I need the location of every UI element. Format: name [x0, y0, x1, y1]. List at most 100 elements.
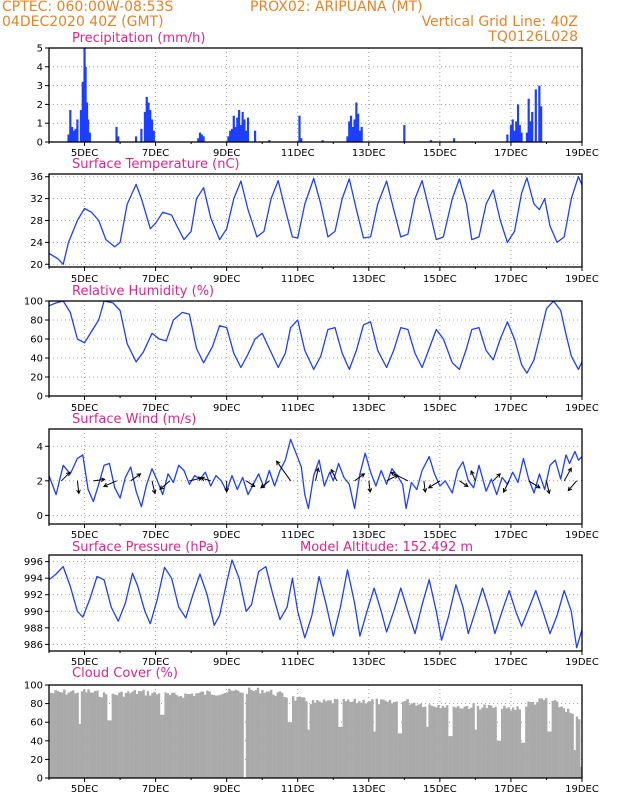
cloud-bar — [380, 699, 383, 778]
cloud-bar — [74, 693, 77, 778]
wind-arrow — [567, 480, 578, 491]
cloud-bar — [133, 690, 136, 778]
cloud-bar — [575, 716, 579, 778]
cloud-bar — [294, 700, 297, 778]
x-tick-label: 13DEC — [352, 274, 386, 285]
cloud-bar — [157, 693, 161, 778]
cloud-bar — [578, 719, 581, 778]
precip-bar — [202, 136, 205, 142]
cloud-bar — [52, 693, 55, 778]
precip-bar — [538, 85, 541, 142]
cloud-bar — [164, 692, 167, 778]
cloud-bar — [408, 704, 411, 778]
series-line — [49, 301, 582, 374]
plot-area — [50, 687, 582, 778]
cloud-bar — [254, 690, 257, 778]
plot-frame — [48, 173, 583, 268]
series-line — [49, 438, 582, 510]
cloud-bar — [206, 690, 209, 778]
cloud-bar — [138, 691, 141, 778]
header-location-coords: CPTEC: 060:00W-08:53S — [2, 0, 174, 15]
header-forecast-date: 04DEC2020 40Z (GMT) — [2, 14, 164, 30]
precip-bar — [145, 96, 148, 142]
wind-arrowhead — [463, 482, 469, 487]
cloud-bar — [419, 703, 422, 778]
cloud-bar — [199, 691, 202, 778]
cloud-bar — [272, 694, 275, 778]
cloud-bar — [375, 698, 378, 778]
precip-bar — [67, 134, 70, 142]
wind-arrow — [330, 469, 338, 482]
precip-bar — [516, 104, 520, 142]
precip-bar — [76, 119, 79, 142]
cloud-bar — [50, 692, 53, 778]
wind-arrowhead — [546, 489, 551, 495]
wind-arrowhead — [224, 488, 230, 494]
y-tick-label: 5 — [37, 44, 43, 55]
cloud-bar — [241, 692, 244, 778]
cloud-bar — [399, 733, 403, 778]
precip-bar — [529, 121, 532, 142]
plot-frame — [48, 554, 583, 652]
precip-bar — [115, 126, 118, 142]
cloud-bar — [118, 692, 121, 778]
wind-arrowhead — [470, 470, 475, 476]
cloud-bar — [316, 700, 319, 778]
y-tick-label: 4 — [37, 442, 43, 453]
precip-bar — [518, 125, 521, 142]
precip-bar — [353, 119, 356, 142]
cloud-bar — [518, 709, 521, 778]
precip-bar — [238, 110, 241, 142]
cloud-bar — [349, 701, 352, 778]
y-tick-label: 100 — [24, 297, 43, 308]
precip-bar — [246, 117, 250, 142]
cloud-bar — [485, 708, 488, 778]
plot-area — [67, 48, 543, 142]
precip-bar — [152, 130, 155, 142]
cloud-bar — [421, 707, 425, 778]
x-tick-label: 17DEC — [494, 403, 528, 414]
wind-arrow — [61, 472, 71, 482]
cloud-bar — [536, 702, 539, 778]
cloud-bar — [457, 706, 460, 778]
wind-arrowhead — [360, 473, 366, 478]
plot-frame — [48, 428, 583, 525]
wind-arrowhead — [151, 489, 157, 495]
cloud-bar — [113, 694, 117, 778]
cloud-bar — [525, 706, 528, 778]
cloud-bar — [531, 701, 535, 778]
x-tick-label: 15DEC — [423, 148, 457, 159]
cloud-bar — [151, 693, 154, 778]
wind-arrow — [503, 480, 510, 493]
cloud-bar — [259, 693, 262, 778]
precip-bar — [506, 134, 509, 142]
cloud-bar — [547, 731, 550, 778]
cloud-bar — [373, 731, 376, 778]
panel-title: Cloud Cover (%) — [72, 666, 178, 681]
wind-arrowhead — [496, 473, 501, 478]
cloud-bar — [512, 707, 515, 778]
y-tick-label: 80 — [30, 316, 43, 327]
cloud-bar — [129, 693, 132, 778]
y-tick-label: 28 — [30, 216, 43, 227]
y-tick-label: 0 — [37, 774, 43, 785]
header-model-id: TQ0126L028 — [488, 29, 578, 45]
cloud-bar — [265, 691, 268, 778]
cloud-bar — [296, 696, 299, 778]
y-tick-label: 994 — [24, 574, 43, 585]
cloud-bar — [175, 694, 178, 778]
wind-arrow — [103, 480, 117, 487]
cloud-bar — [571, 713, 574, 778]
y-tick-label: 988 — [24, 623, 43, 634]
y-tick-label: 2 — [37, 100, 43, 111]
cloud-bar — [470, 707, 473, 778]
wind-arrow — [151, 480, 156, 494]
cloud-bar — [397, 733, 400, 778]
cloud-bar — [437, 705, 440, 778]
cloud-bar — [140, 691, 143, 778]
cloud-bar — [371, 699, 374, 778]
cloud-bar — [382, 699, 385, 778]
cloud-bar — [402, 701, 405, 778]
cloud-bar — [355, 703, 359, 778]
cloud-bar — [300, 697, 304, 778]
